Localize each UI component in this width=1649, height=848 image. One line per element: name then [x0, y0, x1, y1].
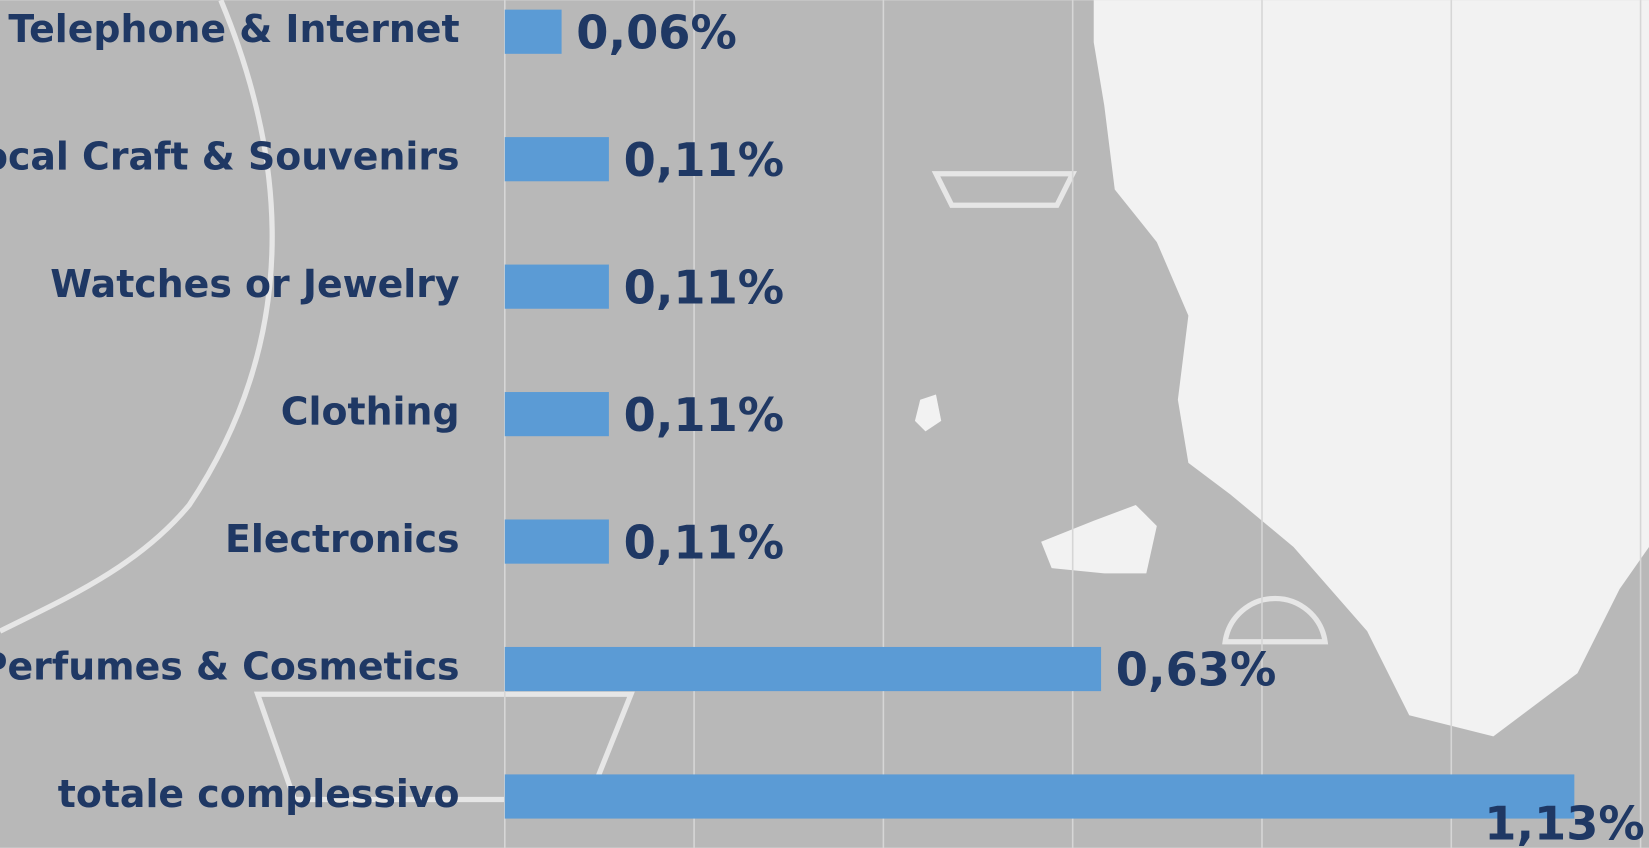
data-label: 0,11% [624, 515, 785, 569]
category-label: totale complessivo [58, 772, 460, 816]
decoration [0, 0, 1649, 803]
bar [504, 137, 609, 182]
data-label: 1,13% [1484, 796, 1645, 848]
category-label: Clothing [281, 390, 460, 434]
category-label: Local Craft & Souvenirs [0, 135, 460, 179]
data-label: 0,11% [624, 388, 785, 442]
bar [504, 264, 609, 309]
bar [504, 519, 609, 564]
category-label: Telephone & Internet [8, 7, 459, 51]
data-label: 0,63% [1116, 643, 1277, 697]
bar [504, 774, 1575, 819]
data-label: 0,11% [624, 133, 785, 187]
data-label: 0,11% [624, 260, 785, 314]
category-label: Perfumes & Cosmetics [0, 645, 460, 689]
category-label: Watches or Jewelry [50, 262, 459, 306]
bar [504, 392, 609, 437]
bar [504, 646, 1102, 692]
data-label: 0,06% [576, 5, 737, 59]
bar [504, 9, 562, 54]
category-label: Electronics [225, 517, 460, 561]
